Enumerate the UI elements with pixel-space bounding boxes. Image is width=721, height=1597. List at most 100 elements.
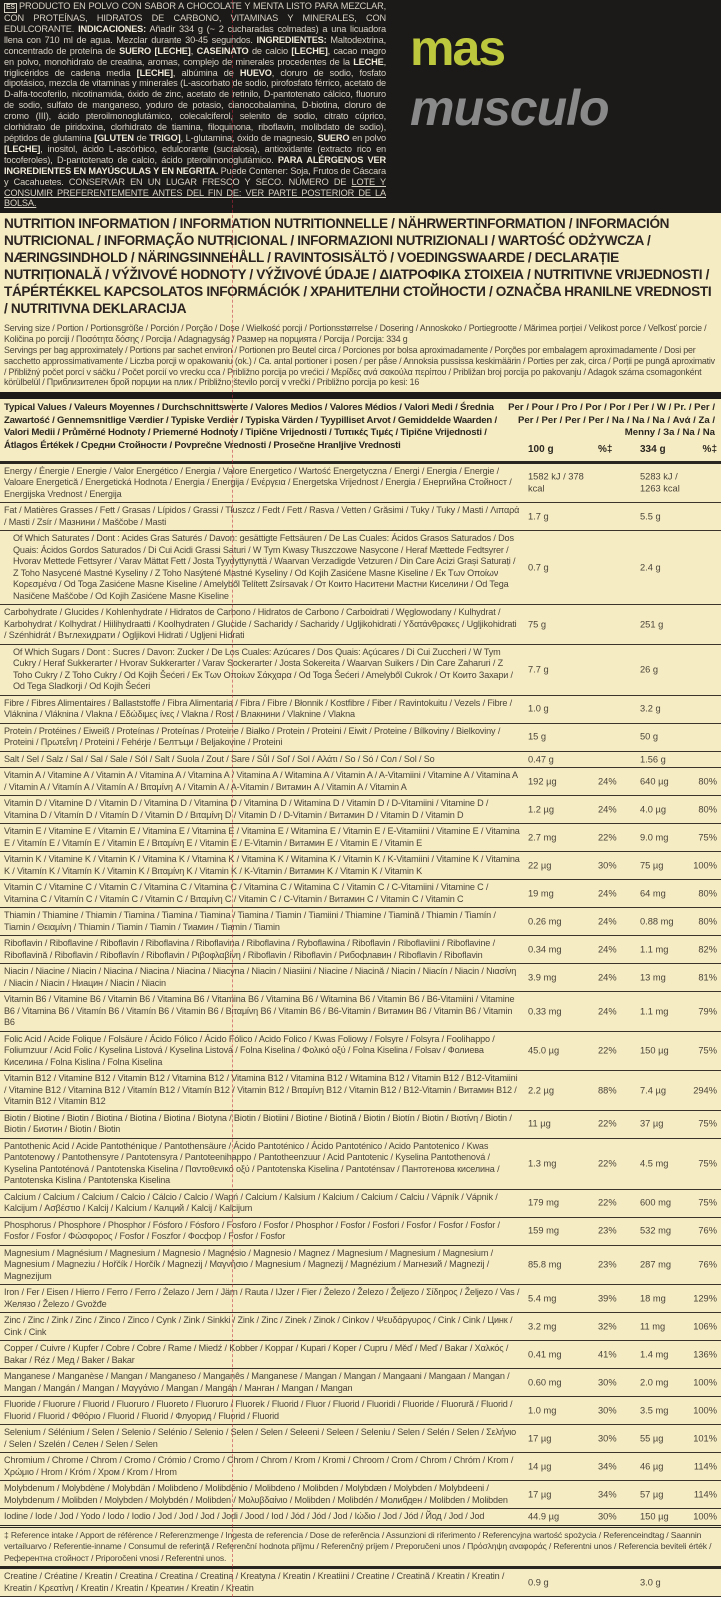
value-per-serving: 3.5 mg (640, 1405, 669, 1416)
ingredients-panel: ES PRODUCTO EN POLVO CON SABOR A CHOCOLAT… (0, 0, 721, 214)
ingredients-segment: SUERO [LECHE] (119, 45, 191, 56)
value-per-serving: 50 g (640, 731, 659, 742)
ri-percent-per-serving: 75% (698, 1118, 717, 1129)
nutrient-name: Manganese / Manganèse / Mangan / Mangane… (4, 1371, 510, 1393)
nutrient-row: Carbohydrate / Glucides / Kohlenhydrate … (0, 605, 721, 645)
nutrient-row: Phosphorus / Phosphore / Phosphor / Fósf… (0, 1218, 721, 1246)
nutrient-name: Zinc / Zinc / Zink / Zinc / Zinco / Zinc… (4, 1315, 513, 1337)
ri-percent-per-100g: 30% (598, 1511, 617, 1522)
ri-percent-per-100g: 24% (598, 916, 617, 927)
value-per-serving: 26 g (640, 664, 659, 675)
ri-percent-per-100g: 22% (598, 832, 617, 843)
value-per-100g: 179 mg (528, 1197, 560, 1208)
value-per-100g: 17 µg (528, 1489, 552, 1500)
nutrient-name: Molybdenum / Molybdène / Molybdän / Moli… (4, 1483, 508, 1505)
ri-percent-per-serving: 79% (698, 1005, 717, 1016)
value-per-100g: 75 g (528, 618, 547, 629)
ingredients-segment: [LECHE] (291, 45, 328, 56)
value-per-serving: 600 mg (640, 1197, 672, 1208)
value-per-100g: 3.9 mg (528, 972, 557, 983)
nutrient-name: Fibre / Fibres Alimentaires / Ballaststo… (4, 697, 513, 720)
nutrient-name: Protein / Protéines / Eiweiß / Proteínas… (4, 725, 501, 748)
nutrient-name: Carbohydrate / Glucides / Kohlenhydrate … (4, 607, 517, 641)
ingredients-segment: en polvo (349, 132, 386, 143)
value-per-100g: 0.60 mg (528, 1377, 562, 1388)
ingredients-segment: , inositol, ácido L-ascórbico, edulcoran… (4, 143, 386, 165)
nutrient-name: Phosphorus / Phosphore / Phosphor / Fósf… (4, 1219, 500, 1242)
ri-percent-per-serving: 80% (698, 888, 717, 899)
ingredients-segment: , L-glutamina, óxido de magnesio, (180, 132, 318, 143)
value-per-100g: 5.4 mg (528, 1293, 557, 1304)
value-per-serving: 640 µg (640, 776, 669, 787)
ri-percent-per-100g: 30% (598, 1433, 617, 1444)
value-per-100g: 1.0 mg (528, 1405, 557, 1416)
value-per-serving: 1.1 mg (640, 1005, 669, 1016)
nutrient-row: Fluoride / Fluorure / Fluorid / Fluoruro… (0, 1397, 721, 1426)
nutrient-name: Pantothenic Acid / Acide Pantothénique /… (4, 1140, 500, 1186)
ingredients-segment: [LECHE] (136, 67, 173, 78)
ri-percent-per-serving: 80% (698, 916, 717, 927)
ri-percent-per-100g: 34% (598, 1489, 617, 1500)
value-per-serving: 11 mg (640, 1321, 666, 1332)
serving-size: Serving size / Portion / Portionsgröße /… (4, 323, 707, 345)
nutrient-name: Chromium / Chrome / Chrom / Cromo / Cróm… (4, 1455, 514, 1477)
language-badge: ES (4, 3, 18, 13)
value-per-100g: 7.7 g (528, 664, 549, 675)
value-per-serving: 3.2 g (640, 703, 661, 714)
per-column-headers: Per / Pour / Pro / Por / Por / Per / W /… (500, 402, 721, 458)
nutrient-row: Vitamin C / Vitamine C / Vitamin C / Vit… (0, 880, 721, 909)
servings-per-bag: Servings per bag approximately / Portion… (4, 344, 715, 388)
nutrient-name: Vitamin A / Vitamine A / Vitamin A / Vit… (4, 770, 518, 792)
value-per-serving: 75 µg (640, 860, 664, 871)
ri-percent-per-serving: 114% (693, 1461, 717, 1472)
nutrient-name: Vitamin C / Vitamine C / Vitamin C / Vit… (4, 882, 489, 904)
value-per-serving: 7.4 µg (640, 1084, 667, 1095)
value-per-serving: 5283 kJ / 1263 kcal (640, 471, 680, 494)
ri-percent-per-100g: 22% (598, 1158, 617, 1169)
divider-bar (0, 392, 721, 400)
nutrient-name: ‡ Reference intake / Apport de référence… (4, 1529, 712, 1563)
ri-percent-per-serving: 75% (698, 832, 717, 843)
value-per-100g: 17 µg (528, 1433, 552, 1444)
value-per-100g: 14 µg (528, 1461, 552, 1472)
nutrient-row: Pantothenic Acid / Acide Pantothénique /… (0, 1139, 721, 1190)
ingredients-segment: [GLUTEN (94, 132, 134, 143)
value-per-serving: 150 µg (640, 1045, 669, 1056)
ri-percent-per-100g: 23% (598, 1259, 617, 1270)
ri-percent-per-serving: 80% (698, 804, 717, 815)
value-per-serving: 5.5 g (640, 511, 661, 522)
ingredients-segment: [LECHE] (4, 143, 41, 154)
ri-percent-per-100g: 24% (598, 888, 617, 899)
nutrient-name: Biotin / Biotine / Biotin / Biotina / Bi… (4, 1112, 512, 1135)
ingredients-segment: HUEVO (239, 67, 272, 78)
nutrient-name: Iron / Fer / Eisen / Hierro / Ferro / Fe… (4, 1287, 520, 1309)
cut-guide-line (232, 0, 233, 1597)
ri-percent-per-serving: 75% (698, 1045, 717, 1056)
nutrient-name: Vitamin B6 / Vitamine B6 / Vitamin B6 / … (4, 994, 515, 1028)
value-per-100g: 0.34 mg (528, 944, 562, 955)
value-per-serving: 3.0 g (640, 1577, 661, 1588)
ingredients-segment: de calcio (248, 45, 292, 56)
value-per-serving: 37 µg (640, 1118, 664, 1129)
nutrient-row: Vitamin D / Vitamine D / Vitamin D / Vit… (0, 796, 721, 825)
value-per-serving: 4.5 mg (640, 1158, 669, 1169)
ingredients-segment: , albúmina de (172, 67, 240, 78)
nutrient-name: Iodine / Iode / Jod / Yodo / Iodo / Iodi… (4, 1511, 485, 1522)
ingredients-segment: LECHE (353, 56, 384, 67)
value-per-100g: 15 g (528, 731, 547, 742)
nutrient-name: Fluoride / Fluorure / Fluorid / Fluoruro… (4, 1399, 513, 1421)
nutrition-title: NUTRITION INFORMATION / INFORMATION NUTR… (4, 216, 712, 317)
nutrient-name: Vitamin E / Vitamine E / Vitamin E / Vit… (4, 826, 520, 848)
ingredients-segment: , cacao magro en polvo, monohidrato de c… (4, 45, 386, 67)
watermark-word-2: musculo (410, 80, 610, 136)
ingredients-segment: , cloruro de sodio, fosfato dipotásico, … (4, 67, 386, 143)
ingredients-segment: Añadir 334 g (~ 2 cucharadas colmadas) a… (4, 23, 386, 45)
nutrient-row: Calcium / Calcium / Calcium / Calcio / C… (0, 1190, 721, 1218)
value-per-serving: 46 µg (640, 1461, 664, 1472)
column-labels: 100 g %‡ 334 g %‡ (500, 444, 721, 458)
nutrient-name: Creatine / Créatine / Kreatin / Creatina… (4, 1571, 505, 1593)
value-per-serving: 2.4 g (640, 562, 661, 573)
value-per-serving: 64 mg (640, 888, 666, 899)
value-per-100g: 1.2 µg (528, 804, 555, 815)
nutrient-name: Energy / Énergie / Energie / Valor Energ… (4, 465, 512, 499)
